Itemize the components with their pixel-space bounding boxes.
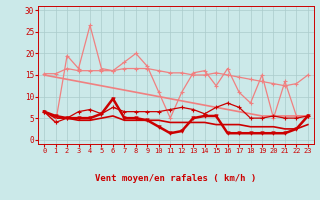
X-axis label: Vent moyen/en rafales ( km/h ): Vent moyen/en rafales ( km/h )	[95, 174, 257, 183]
